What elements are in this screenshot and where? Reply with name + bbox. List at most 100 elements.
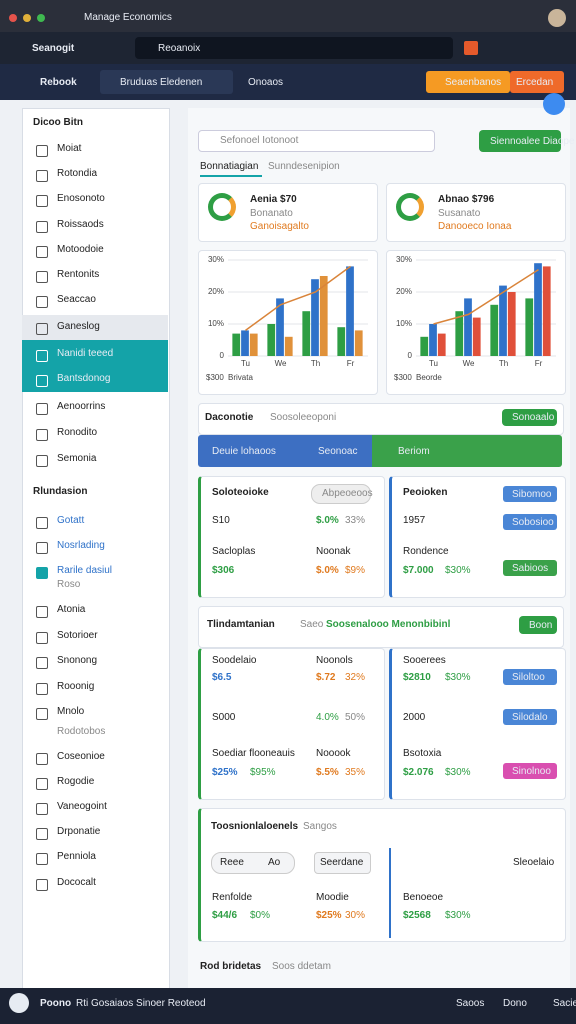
value: 2000 — [403, 712, 426, 723]
browser-titlebar — [0, 0, 576, 32]
button-label[interactable]: Boon — [529, 620, 553, 631]
nav-item[interactable]: Moiat — [57, 143, 82, 154]
nav-item[interactable]: Ganeslog — [57, 321, 100, 332]
icon — [36, 296, 48, 308]
bar — [311, 279, 319, 356]
nav-item[interactable]: Rogodie — [57, 776, 95, 787]
nav-item[interactable]: Nanidi teeed — [57, 348, 114, 359]
button-label[interactable]: Seaenbanos — [445, 77, 502, 88]
status-label: Poono — [40, 998, 72, 1009]
button-label[interactable]: Ercedan — [516, 77, 554, 88]
nav-item[interactable]: Rarile dasiul — [57, 565, 113, 576]
button[interactable] — [503, 709, 557, 725]
value: $6.5 — [212, 672, 232, 683]
button-label[interactable]: Siloltoo — [512, 672, 545, 683]
button[interactable] — [426, 71, 510, 93]
button[interactable] — [314, 852, 371, 874]
button-label[interactable]: Sibomoo — [512, 489, 552, 500]
nav-item[interactable]: Penniola — [57, 851, 96, 862]
button-label[interactable]: Sabioos — [512, 563, 549, 574]
button-label[interactable]: Sleoelaio — [513, 857, 555, 868]
avatar[interactable] — [548, 9, 566, 27]
tab[interactable]: Deuie lohaoos — [212, 446, 276, 457]
nav-item[interactable]: Motoodoie — [57, 244, 104, 255]
nav-item[interactable]: Enosonoto — [57, 193, 105, 204]
tab[interactable]: Ao — [268, 857, 281, 868]
nav-item[interactable]: Mnolo — [57, 706, 85, 717]
tab[interactable]: Sunndesenipion — [268, 161, 340, 172]
status-item[interactable]: Sacies — [553, 998, 576, 1009]
filter[interactable]: Onoaos — [248, 77, 284, 88]
button[interactable] — [502, 409, 557, 426]
icon — [36, 803, 48, 815]
button[interactable] — [503, 486, 557, 502]
search-text[interactable]: Reoanoix — [158, 43, 201, 54]
status-item[interactable]: Saoos — [456, 998, 485, 1009]
bar — [429, 324, 437, 356]
tab-title[interactable]: Manage Economics — [84, 12, 172, 23]
button-label[interactable]: Seerdane — [320, 857, 364, 868]
close[interactable] — [9, 14, 17, 22]
value: $30% — [445, 910, 471, 921]
nav-item[interactable]: Seaccao — [57, 294, 96, 305]
button-label[interactable]: Sinolnoo — [512, 766, 551, 777]
sidebar — [22, 108, 170, 990]
tab[interactable]: Beriom — [398, 446, 430, 457]
icon — [36, 375, 48, 387]
segmented[interactable] — [211, 852, 295, 874]
nav-item[interactable]: Gotatt — [57, 515, 85, 526]
logo — [9, 993, 29, 1013]
tab-bar-green — [372, 435, 562, 467]
nav-item[interactable]: Coseonioe — [57, 751, 105, 762]
tab[interactable]: Bonnatiagian — [200, 161, 259, 172]
ext-icon[interactable] — [464, 41, 478, 55]
button-label[interactable]: Silodalo — [512, 712, 548, 723]
minimize[interactable] — [23, 14, 31, 22]
value: $.0% — [316, 565, 339, 576]
search-placeholder[interactable]: Sefonoel Iotonoot — [220, 135, 299, 146]
maximize[interactable] — [37, 14, 45, 22]
tab[interactable]: Seonoac — [318, 446, 358, 457]
status-bar — [0, 988, 576, 1024]
button[interactable] — [503, 669, 557, 685]
nav-item[interactable]: Aenoorrins — [57, 401, 106, 412]
button[interactable] — [510, 71, 564, 93]
x-tick-label: We — [463, 359, 475, 368]
nav-item[interactable]: Sotorioer — [57, 630, 98, 641]
nav-item[interactable]: Vaneogoint — [57, 801, 107, 812]
section-sub: Sangos — [303, 821, 337, 832]
nav-item[interactable]: Rooonig — [57, 681, 95, 692]
status-item[interactable]: Dono — [503, 998, 527, 1009]
donut — [396, 193, 424, 221]
nav-item[interactable]: Atonia — [57, 604, 86, 615]
search-input[interactable] — [198, 130, 435, 152]
nav-item[interactable]: Snonong — [57, 655, 98, 666]
nav-item[interactable]: Drponatie — [57, 826, 101, 837]
search-box[interactable] — [135, 37, 453, 59]
donut — [208, 193, 236, 221]
button-label[interactable]: Sonoaalo — [512, 412, 555, 423]
button-label[interactable]: Siennoalee Diaope — [490, 136, 575, 147]
nav-item[interactable]: Bantsdonog — [57, 373, 111, 384]
label: Benoeoe — [403, 892, 444, 903]
button[interactable] — [479, 130, 561, 152]
dropdown-label[interactable]: Bruduas Eledenen — [120, 77, 203, 88]
tab[interactable]: Reee — [220, 857, 244, 868]
nav-item[interactable]: Dococalt — [57, 877, 96, 888]
button[interactable] — [503, 560, 557, 576]
dropdown[interactable] — [100, 70, 233, 94]
value: $30% — [445, 672, 471, 683]
nav-item[interactable]: Semonia — [57, 453, 97, 464]
button[interactable] — [519, 616, 557, 634]
nav-item[interactable]: Rentonits — [57, 269, 100, 280]
button[interactable] — [503, 514, 557, 530]
button[interactable] — [503, 763, 557, 779]
fab[interactable] — [543, 93, 565, 115]
trend-line — [245, 265, 351, 332]
button-label[interactable]: Sobosioo — [512, 517, 554, 528]
nav-item[interactable]: Roissaods — [57, 219, 104, 230]
nav-item[interactable]: Rotondia — [57, 168, 98, 179]
nav-item[interactable]: Ronodito — [57, 427, 98, 438]
nav-item[interactable]: Nosrlading — [57, 540, 105, 551]
